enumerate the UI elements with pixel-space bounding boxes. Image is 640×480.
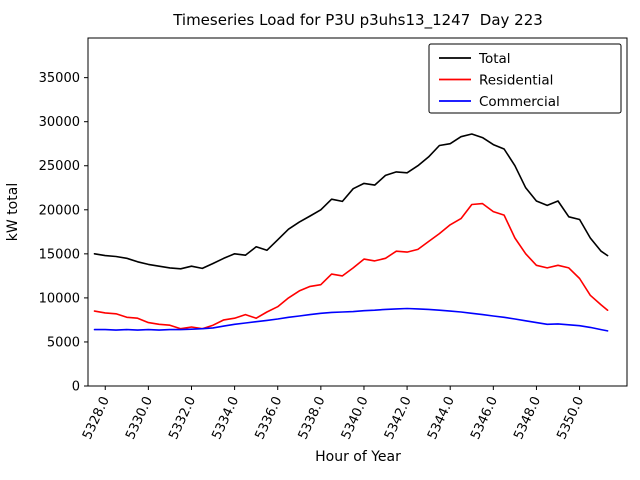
y-tick-label: 20000 [39,203,80,218]
legend-label-residential: Residential [479,73,553,89]
x-tick-label: 5342.0 [382,394,415,442]
y-axis-label: kW total [5,183,21,241]
x-tick-label: 5328.0 [80,394,113,442]
series-residential-line [93,202,609,330]
x-tick-label: 5340.0 [339,394,372,442]
y-tick-label: 10000 [39,291,80,306]
y-tick-label: 15000 [39,247,80,262]
plot-area: 0 5000 10000 15000 20000 25000 30000 35000 5328.… [39,37,628,442]
x-tick-label: 5334.0 [209,394,242,442]
y-tick-label: 0 [72,380,80,395]
legend-label-total: Total [478,51,511,67]
x-tick-label: 5346.0 [468,394,501,442]
x-tick-label: 5344.0 [425,394,458,442]
x-tick-label: 5336.0 [253,394,286,442]
x-axis-label: Hour of Year [315,449,401,465]
series-total-line [93,133,609,270]
x-tick-label: 5338.0 [296,394,329,442]
y-tick-label: 25000 [39,159,80,174]
legend-label-commercial: Commercial [479,94,560,110]
legend-box [428,43,622,114]
series-layer [93,133,609,332]
x-tick-label: 5332.0 [166,394,199,442]
x-tick-label: 5330.0 [123,394,156,442]
y-tick-label: 30000 [39,115,80,130]
y-tick-label: 35000 [39,71,80,86]
x-tick-label: 5350.0 [554,394,587,442]
chart-title: Timeseries Load for P3U p3uhs13_1247 Day… [172,11,543,30]
y-tick-label: 5000 [47,335,80,350]
series-commercial-line [93,307,609,332]
x-tick-label: 5348.0 [511,394,544,442]
